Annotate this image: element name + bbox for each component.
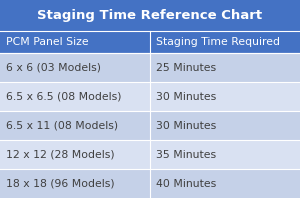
Text: PCM Panel Size: PCM Panel Size (6, 37, 88, 47)
Text: 6.5 x 6.5 (08 Models): 6.5 x 6.5 (08 Models) (6, 92, 122, 102)
Bar (0, 111, 300, 140)
Bar (0, 0, 300, 31)
Text: 6.5 x 11 (08 Models): 6.5 x 11 (08 Models) (6, 121, 118, 131)
Text: 6 x 6 (03 Models): 6 x 6 (03 Models) (6, 63, 101, 73)
Bar (0, 140, 300, 169)
Text: 25 Minutes: 25 Minutes (156, 63, 216, 73)
Bar (0, 53, 300, 82)
Bar (0, 169, 300, 198)
Text: 12 x 12 (28 Models): 12 x 12 (28 Models) (6, 150, 115, 160)
Bar (0, 31, 300, 53)
Text: 40 Minutes: 40 Minutes (156, 179, 216, 188)
Text: 30 Minutes: 30 Minutes (156, 121, 216, 131)
Bar (0, 82, 300, 111)
Text: Staging Time Reference Chart: Staging Time Reference Chart (38, 9, 262, 22)
Text: 35 Minutes: 35 Minutes (156, 150, 216, 160)
Text: Staging Time Required: Staging Time Required (156, 37, 280, 47)
Text: 30 Minutes: 30 Minutes (156, 92, 216, 102)
Text: 18 x 18 (96 Models): 18 x 18 (96 Models) (6, 179, 115, 188)
